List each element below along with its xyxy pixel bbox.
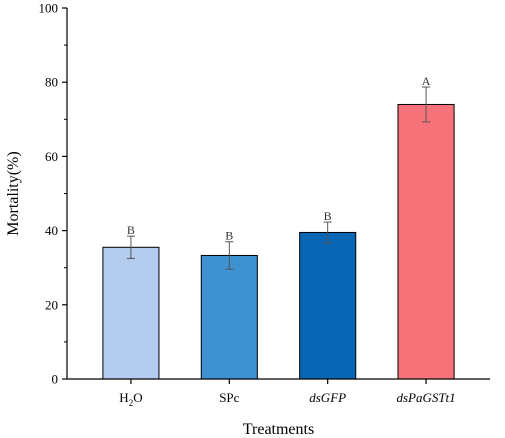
y-tick-label: 0 — [52, 372, 59, 387]
significance-labels-layer: B B B A — [127, 74, 431, 243]
x-ticks-layer: H2O SPc dsGFP dsPaGSTt1 — [119, 379, 456, 408]
y-tick-label: 40 — [45, 223, 58, 238]
bars-layer — [102, 103, 455, 380]
significance-label: A — [422, 74, 431, 88]
x-tick-label: dsGFP — [309, 390, 346, 405]
bar — [102, 246, 160, 380]
bar — [397, 103, 455, 380]
y-tick-label: 60 — [45, 149, 58, 164]
y-tick-label: 80 — [45, 75, 58, 90]
y-ticks-layer: 0 20 40 60 80 100 — [39, 1, 67, 387]
bar — [200, 254, 258, 380]
x-tick-label: H2O — [119, 390, 142, 408]
significance-label: B — [324, 209, 332, 223]
x-tick-label: dsPaGSTt1 — [396, 390, 455, 405]
y-tick-label: 20 — [45, 297, 58, 312]
x-tick-label: SPc — [219, 390, 239, 405]
x-axis-title: Treatments — [243, 421, 314, 438]
significance-label: B — [225, 229, 233, 243]
y-tick-label: 100 — [39, 1, 59, 16]
bar — [299, 231, 357, 380]
error-bars-layer — [126, 86, 431, 270]
y-axis-title: Mortality(%) — [5, 151, 22, 235]
significance-label: B — [127, 223, 135, 237]
